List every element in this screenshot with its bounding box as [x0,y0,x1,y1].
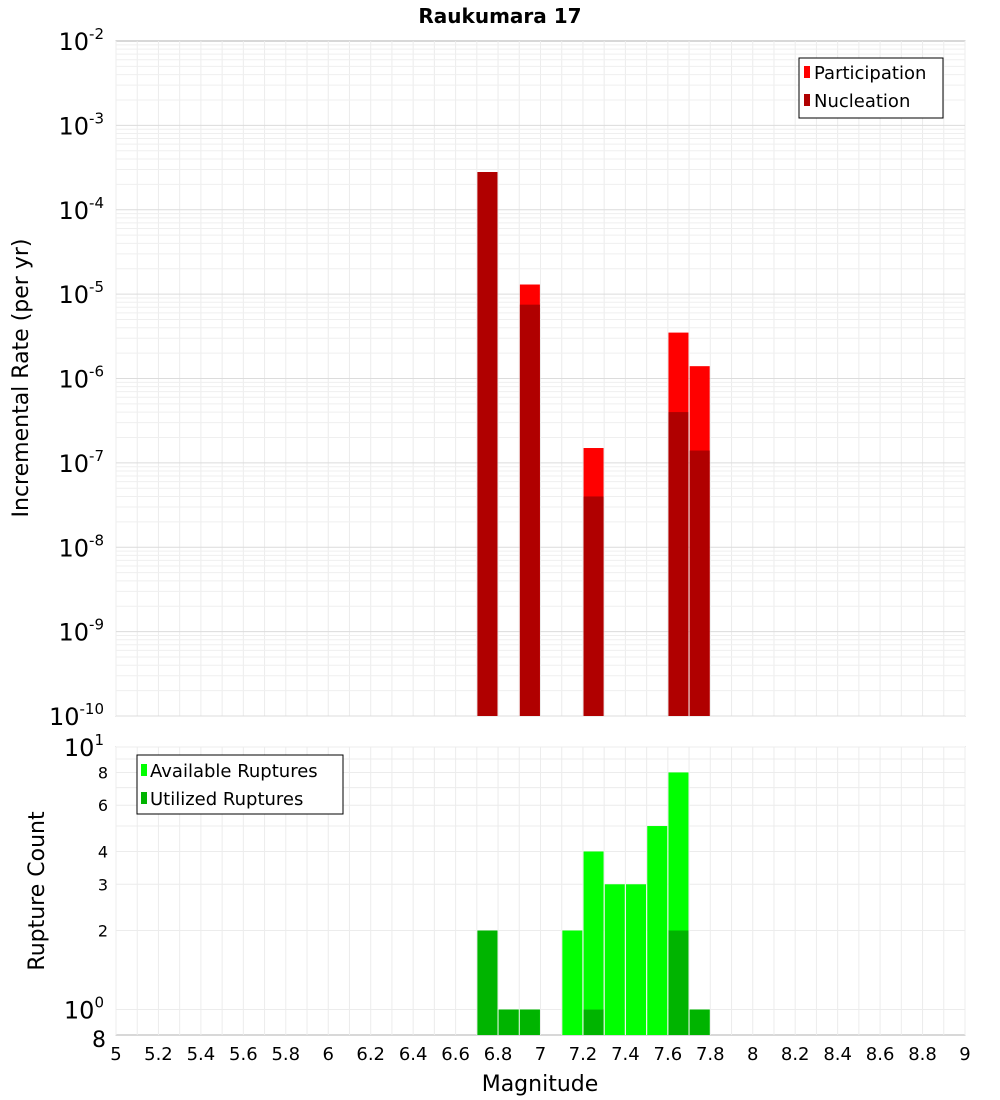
rate-plot: 10-2 10-3 10-4 10-5 10-6 10-7 10-8 10-9 10-10 In… [9,25,966,731]
y-tick-label: 10-9 [58,616,104,647]
x-tick-label: 9 [959,1044,970,1065]
rate-legend: Participation Nucleation [798,57,944,119]
x-tick-label: 6.6 [441,1044,470,1065]
y-tick-label: 10-2 [58,25,104,56]
x-tick-label: 7.6 [654,1044,683,1065]
x-tick-label: 7.8 [696,1044,725,1065]
bar-available-ruptures [604,884,625,1035]
y-tick-label: 10-4 [58,194,104,225]
rate-legend-box [798,57,944,119]
bar-available-ruptures [562,930,583,1035]
bar-nucleation [668,412,689,716]
bar-available-ruptures [583,851,604,1035]
y-tick-label: 10-6 [58,363,104,394]
x-tick-label: 5.2 [144,1044,173,1065]
bar-available-ruptures [626,884,647,1035]
y-tick-label: 10-8 [58,531,104,562]
legend-swatch-nucleation [804,94,810,106]
bar-nucleation [689,450,710,716]
y-tick-label: 10-5 [58,278,104,309]
y-tick-label: 8 [92,1028,106,1053]
x-tick-label: 7.4 [611,1044,640,1065]
legend-swatch-utilized [141,792,147,804]
x-tick-label: 8.8 [908,1044,937,1065]
x-tick-label: 6 [323,1044,334,1065]
x-tick-label: 6.2 [356,1044,385,1065]
y-tick-label: 10-3 [58,109,104,140]
rate-plot-grid [115,41,966,717]
legend-label-available: Available Ruptures [150,761,318,782]
y-tick-label: 2 [98,922,108,941]
y-tick-label: 3 [98,875,108,894]
bar-nucleation [583,496,604,716]
bar-utilized-ruptures [583,1009,604,1035]
x-axis-label: Magnitude [482,1072,599,1097]
bar-available-ruptures [647,826,668,1035]
bar-utilized-ruptures [498,1009,519,1035]
y-tick-label: 4 [98,842,108,861]
bar-utilized-ruptures [668,930,689,1035]
count-plot: 8 6 4 3 2 101 100 8 5 5.2 5.4 5.6 5.8 6 6.2 6.4 6.6 6.8 7… [25,731,971,1097]
y-tick-label: 6 [98,796,108,815]
x-tick-label: 6.4 [399,1044,428,1065]
rate-y-axis-label: Incremental Rate (per yr) [9,239,34,518]
y-tick-label: 10-10 [49,700,104,731]
rate-plot-bars [477,172,710,716]
legend-label-participation: Participation [814,63,926,84]
x-tick-label: 8 [747,1044,758,1065]
count-plot-bars [477,772,710,1035]
y-tick-label: 100 [64,994,104,1025]
x-tick-label: 7 [535,1044,546,1065]
bar-nucleation [519,304,540,716]
legend-label-nucleation: Nucleation [814,91,910,112]
y-tick-label: 8 [98,763,108,782]
x-tick-label: 5.6 [229,1044,258,1065]
legend-label-utilized: Utilized Ruptures [150,789,303,810]
x-tick-label: 8.6 [866,1044,895,1065]
x-tick-label: 6.8 [484,1044,513,1065]
count-legend-box [136,754,344,815]
bar-utilized-ruptures [689,1009,710,1035]
bar-utilized-ruptures [477,930,498,1035]
x-tick-label: 5.8 [271,1044,300,1065]
x-tick-label: 5.4 [187,1044,216,1065]
x-tick-label: 8.2 [781,1044,810,1065]
x-tick-label: 5 [110,1044,121,1065]
x-tick-labels: 5 5.2 5.4 5.6 5.8 6 6.2 6.4 6.6 6.8 7 7.2 7.4 7.6 7.8 8… [110,1044,970,1065]
x-tick-label: 8.4 [823,1044,852,1065]
count-y-tick-labels: 8 6 4 3 2 101 100 8 [64,731,108,1053]
bar-nucleation [477,172,498,716]
y-tick-label: 101 [64,731,104,762]
x-tick-label: 7.2 [569,1044,598,1065]
count-legend: Available Ruptures Utilized Ruptures [136,754,344,815]
rate-y-tick-labels: 10-2 10-3 10-4 10-5 10-6 10-7 10-8 10-9 10-10 [49,25,104,731]
count-y-axis-label: Rupture Count [25,811,50,971]
bar-utilized-ruptures [519,1009,540,1035]
legend-swatch-available [141,764,147,776]
y-tick-label: 10-7 [58,447,104,478]
legend-swatch-participation [804,66,810,78]
chart-title: Raukumara 17 [418,4,581,28]
